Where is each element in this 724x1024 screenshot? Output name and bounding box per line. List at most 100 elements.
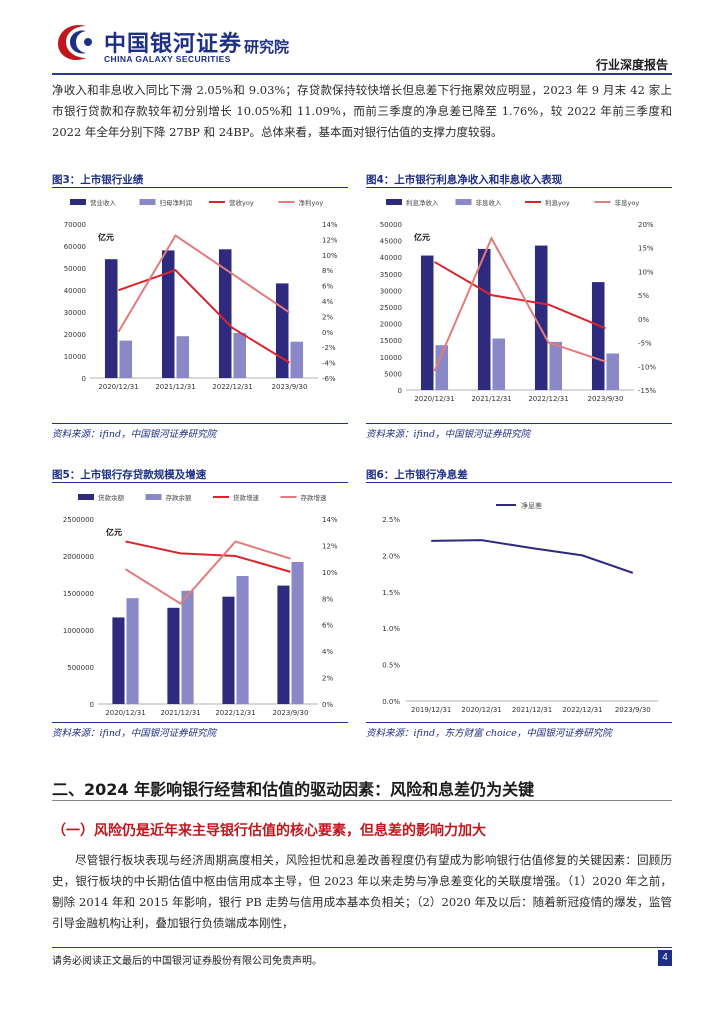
y-right-tick-label: 20% [638, 221, 654, 229]
legend-label: 营收yoy [229, 198, 254, 207]
series-line [124, 540, 291, 605]
legend-label: 非息收入 [476, 198, 503, 207]
x-tick-label: 2022/12/31 [528, 395, 568, 403]
y-left-tick-label: 5000 [384, 370, 402, 378]
y-left-tick-label: 15000 [380, 337, 402, 345]
footer-divider [52, 947, 672, 948]
legend-swatch [145, 494, 162, 500]
x-tick-label: 2020/12/31 [461, 706, 501, 714]
fig4-chart: 利息净收入 非息收入 利息yoy 非息yoy 0 5000 10000 15000 20000 2… [366, 190, 672, 420]
bar [591, 282, 605, 390]
y-left-tick-label: 0 [398, 387, 402, 395]
bar [104, 259, 118, 378]
y-tick-label: 1.5% [382, 589, 400, 597]
bar [181, 590, 194, 704]
fig4-title: 图4：上市银行利息净收入和非息收入表现 [366, 174, 563, 186]
y-left-tick-label: 10000 [380, 354, 402, 362]
y-right-tick-label: 10% [638, 268, 654, 276]
x-tick-label: 2020/12/31 [414, 395, 454, 403]
y-tick-label: 1.0% [382, 625, 400, 633]
series-line [433, 261, 606, 330]
y-right-tick-label: -15% [638, 387, 656, 395]
report-header: 中国银河证券 CHINA GALAXY SECURITIES 研究院 行业深度报… [0, 0, 724, 76]
galaxy-logo-icon [58, 24, 92, 61]
y-left-tick-label: 50000 [380, 221, 402, 229]
intro-paragraph: 净收入和非息收入同比下滑 2.05%和 9.03%；存贷款保持较快增长但息差下行… [52, 83, 672, 139]
y-right-tick-label: -4% [322, 360, 336, 368]
x-tick-label: 2022/12/31 [212, 383, 252, 391]
y-left-tick-label: 30000 [380, 287, 402, 295]
legend-label: 存款增速 [301, 493, 328, 502]
bar [222, 596, 235, 704]
footer-disclaimer: 请务必阅读正文最后的中国银河证券股份有限公司免责声明。 [52, 956, 322, 967]
fig4-source: 资料来源：ifind，中国银河证券研究院 [366, 429, 531, 440]
bar [606, 353, 620, 390]
page-number: 4 [658, 950, 672, 966]
fig5-source: 资料来源：ifind，中国银河证券研究院 [52, 728, 217, 739]
fig3-source-rule [52, 423, 348, 424]
y-left-tick-label: 25000 [380, 304, 402, 312]
y-left-tick-label: 1000000 [63, 627, 94, 635]
y-left-tick-label: 30000 [64, 309, 86, 317]
bar [549, 341, 563, 390]
legend-label: 净息差 [521, 501, 542, 510]
legend-swatch [70, 199, 86, 205]
bar [161, 250, 175, 378]
y-tick-label: 2.5% [382, 516, 400, 524]
y-right-tick-label: 8% [322, 595, 333, 603]
y-left-tick-label: 2500000 [63, 516, 94, 524]
legend-label: 存款余额 [166, 493, 193, 502]
fig4-title-rule [366, 187, 672, 188]
y-right-tick-label: 5% [638, 292, 649, 300]
fig3-source: 资料来源：ifind，中国银河证券研究院 [52, 429, 217, 440]
series-line [433, 235, 606, 372]
bar [477, 248, 491, 390]
y-left-tick-label: 20000 [380, 321, 402, 329]
y-right-tick-label: 10% [322, 569, 338, 577]
legend-label: 利息yoy [545, 198, 570, 207]
unit-label: 亿元 [414, 232, 430, 242]
y-right-tick-label: 6% [322, 622, 333, 630]
bar [277, 585, 290, 704]
x-tick-label: 2021/12/31 [155, 383, 195, 391]
x-tick-label: 2022/12/31 [215, 709, 255, 717]
y-right-tick-label: -10% [638, 363, 656, 371]
report-type: 行业深度报告 [595, 58, 668, 72]
series-line [118, 269, 291, 364]
y-right-tick-label: 12% [322, 236, 338, 244]
y-right-tick-label: 15% [638, 245, 654, 253]
y-left-tick-label: 45000 [380, 238, 402, 246]
fig6-chart: 净息差 0.0% 0.5% 1.0% 1.5% 2.0% 2.5% 2019/12/31 202… [366, 485, 672, 721]
bar [218, 249, 232, 378]
bar [534, 245, 548, 390]
y-right-tick-label: -2% [322, 344, 336, 352]
fig5-title-rule [52, 482, 348, 483]
section-divider [52, 800, 672, 801]
fig5-chart-svg: 贷款余额 存款余额 贷款增速 存款增速 0 500000 1000000 1500000 200… [63, 493, 338, 717]
subsection-title: （一）风险仍是近年来主导银行估值的核心要素，但息差的影响力加大 [52, 823, 486, 839]
bar [435, 345, 449, 390]
legend-label: 贷款增速 [233, 493, 260, 502]
bar [112, 617, 125, 704]
y-left-tick-label: 0 [82, 375, 86, 383]
bar [290, 341, 304, 378]
unit-label: 亿元 [106, 527, 122, 537]
brand-name-cn: 中国银河证券 [104, 32, 243, 57]
bar [236, 575, 249, 704]
body-paragraph: 尽管银行板块表现与经济周期高度相关，风险担忧和息差改善程度仍有望成为影响银行估值… [52, 853, 672, 930]
y-right-tick-label: -6% [322, 375, 336, 383]
fig5-source-rule [52, 722, 348, 723]
x-tick-label: 2020/12/31 [105, 709, 145, 717]
fig4-source-rule [366, 423, 672, 424]
legend-label: 归母净利润 [160, 198, 193, 207]
x-tick-label: 2021/12/31 [471, 395, 511, 403]
fig6-source: 资料来源：ifind，东方财富 choice，中国银河证券研究院 [366, 728, 612, 739]
bar [233, 332, 247, 378]
x-tick-label: 2023/9/30 [273, 709, 309, 717]
section-title: 二、2024 年影响银行经营和估值的驱动因素：风险和息差仍为关键 [52, 780, 535, 799]
legend-swatch [139, 199, 156, 205]
y-left-tick-label: 2000000 [63, 553, 94, 561]
y-right-tick-label: 10% [322, 252, 338, 260]
x-tick-label: 2023/9/30 [615, 706, 651, 714]
x-tick-label: 2022/12/31 [562, 706, 602, 714]
